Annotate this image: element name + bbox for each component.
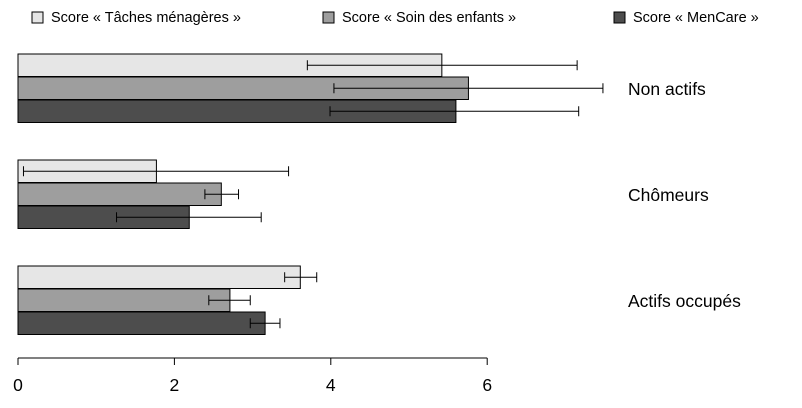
x-tick-label-0: 0	[13, 375, 23, 395]
x-tick-label-3: 6	[482, 375, 492, 395]
category-label-1: Chômeurs	[628, 185, 709, 205]
bar-2-1	[17, 288, 231, 312]
x-tick-label-1: 2	[170, 375, 180, 395]
legend-label-2: Score « MenCare »	[633, 10, 759, 26]
legend-label-0: Score « Tâches ménagères »	[51, 10, 241, 26]
legend-swatch-1	[322, 11, 335, 24]
bar-2-2	[17, 311, 266, 335]
legend: Score « Tâches ménagères » Score « Soin d…	[31, 10, 759, 26]
x-tick-label-2: 4	[326, 375, 336, 395]
category-label-2: Actifs occupés	[628, 291, 741, 311]
category-label-0: Non actifs	[628, 79, 706, 99]
x-axis: 0 2 4 6	[13, 357, 492, 395]
error-bars-group	[22, 60, 604, 329]
legend-swatch-2	[613, 11, 626, 24]
legend-label-1: Score « Soin des enfants »	[342, 10, 516, 26]
bar-2-0	[17, 265, 301, 289]
bar-1-1	[17, 182, 222, 206]
bars-group	[17, 53, 469, 335]
legend-swatch-0	[31, 11, 44, 24]
category-labels: Non actifs Chômeurs Actifs occupés	[628, 79, 741, 311]
